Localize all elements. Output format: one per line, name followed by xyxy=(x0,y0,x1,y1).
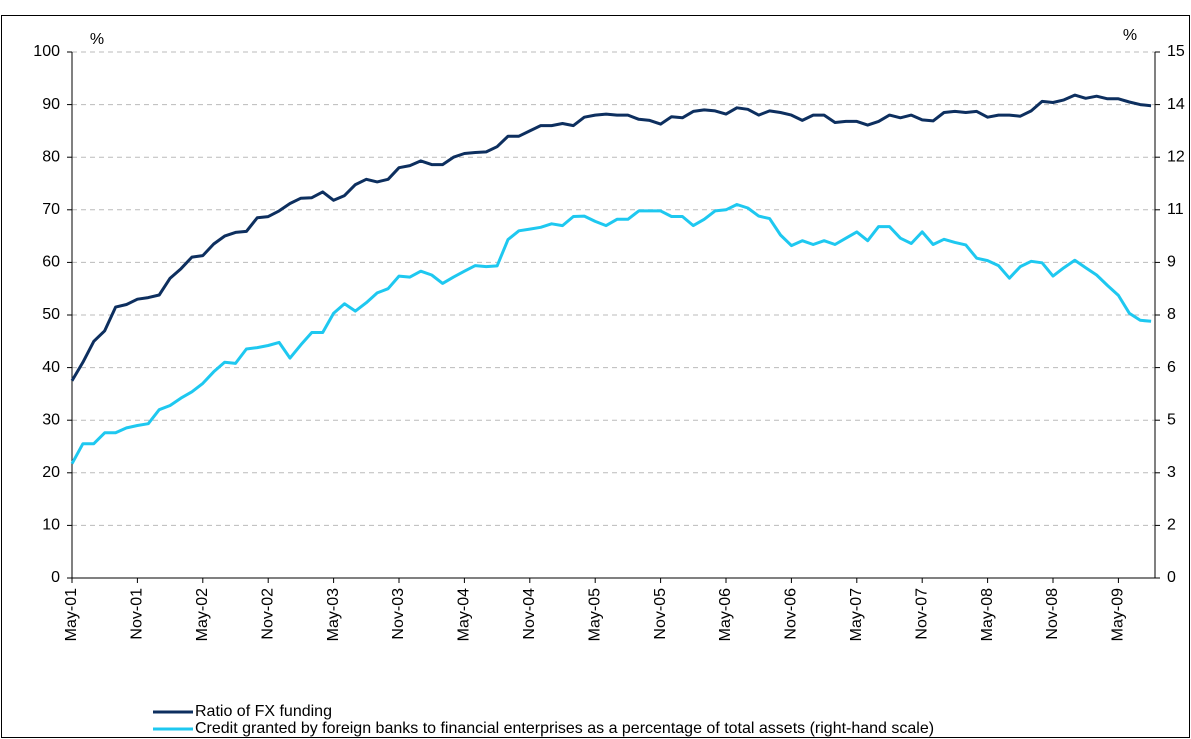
x-tick-label: May-04 xyxy=(456,588,473,641)
y2-tick-label: 11 xyxy=(1167,201,1184,218)
y2-tick-label: 0 xyxy=(1167,569,1176,586)
x-tick-label: Nov-02 xyxy=(259,588,276,640)
frame xyxy=(1,15,1190,738)
y-tick-label: 20 xyxy=(42,464,60,481)
y2-unit: % xyxy=(1123,27,1137,44)
x-tick-label: Nov-07 xyxy=(913,588,930,640)
y-tick-label: 70 xyxy=(42,201,60,218)
y-tick-label: 90 xyxy=(42,96,60,113)
series-line xyxy=(70,203,1152,465)
y-tick-label: 80 xyxy=(42,148,60,165)
y2-tick-label: 8 xyxy=(1167,306,1176,323)
y-tick-label: 40 xyxy=(42,359,60,376)
x-tick-label: Nov-06 xyxy=(783,588,800,640)
x-tick-label: May-09 xyxy=(1110,588,1127,641)
x-tick-label: May-01 xyxy=(63,588,80,641)
y-tick-label: 30 xyxy=(42,411,60,428)
series-line xyxy=(70,93,1152,382)
x-tick-label: May-05 xyxy=(586,588,603,641)
y2-tick-label: 15 xyxy=(1167,43,1185,60)
y-unit: % xyxy=(90,31,104,48)
y2-tick-label: 2 xyxy=(1167,517,1176,534)
x-tick-label: Nov-08 xyxy=(1044,588,1061,640)
legend-label: Ratio of FX funding xyxy=(195,703,332,720)
y2-tick-label: 12 xyxy=(1167,148,1185,165)
y2-tick-label: 6 xyxy=(1167,359,1176,376)
x-tick-label: May-06 xyxy=(717,588,734,641)
y-tick-label: 100 xyxy=(33,43,60,60)
x-tick-label: May-07 xyxy=(848,588,865,641)
y2-tick-label: 3 xyxy=(1167,464,1176,481)
legend-label: Credit granted by foreign banks to finan… xyxy=(195,720,934,737)
y2-tick-label: 5 xyxy=(1167,411,1176,428)
x-tick-label: Nov-04 xyxy=(521,588,538,640)
y2-tick-label: 14 xyxy=(1167,96,1185,113)
x-tick-label: May-03 xyxy=(325,588,342,641)
x-tick-label: May-02 xyxy=(194,588,211,641)
x-tick-label: Nov-01 xyxy=(129,588,146,640)
y2-tick-label: 9 xyxy=(1167,254,1176,271)
y-tick-label: 0 xyxy=(51,569,60,586)
x-tick-label: May-08 xyxy=(979,588,996,641)
y-tick-label: 60 xyxy=(42,254,60,271)
y-tick-label: 50 xyxy=(42,306,60,323)
x-tick-label: Nov-05 xyxy=(652,588,669,640)
x-tick-label: Nov-03 xyxy=(390,588,407,640)
y-tick-label: 10 xyxy=(42,517,60,534)
